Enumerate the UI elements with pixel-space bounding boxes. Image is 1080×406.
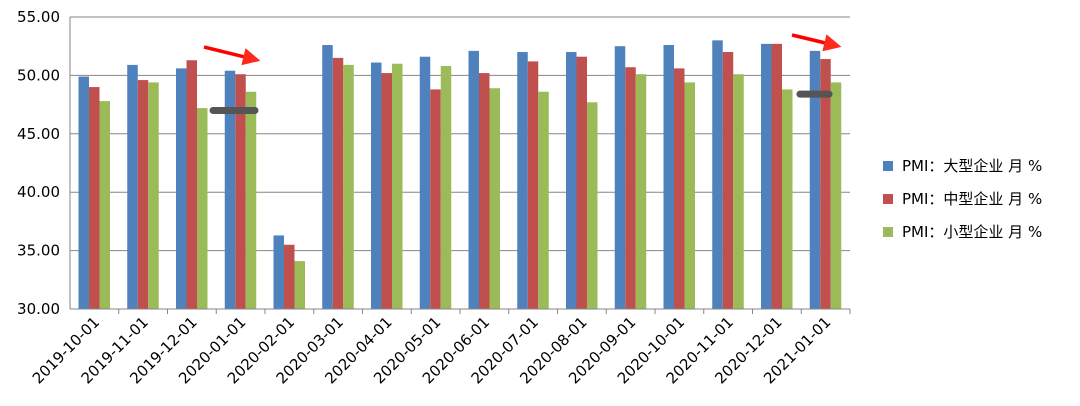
- bar: [430, 89, 441, 309]
- bar: [89, 87, 100, 309]
- legend-swatch: [883, 194, 893, 204]
- bar: [468, 50, 479, 309]
- y-tick-label: 35.00: [17, 242, 60, 260]
- bar: [99, 101, 110, 309]
- bar: [419, 56, 431, 309]
- bar: [148, 82, 159, 310]
- bar: [674, 68, 685, 309]
- bar: [197, 108, 208, 309]
- bar: [127, 64, 138, 309]
- y-tick-label: 55.00: [17, 8, 60, 26]
- legend-swatch: [883, 227, 893, 237]
- bar: [245, 91, 257, 309]
- bar: [538, 91, 549, 309]
- y-tick-label: 50.00: [17, 66, 60, 84]
- bar: [635, 74, 647, 310]
- bar: [294, 261, 305, 309]
- bar: [284, 244, 295, 309]
- bar: [78, 76, 89, 310]
- red-arrow: [791, 33, 842, 52]
- bar: [733, 74, 744, 310]
- annotation-layer: [203, 33, 842, 114]
- bar: [576, 56, 587, 309]
- bar: [392, 63, 403, 309]
- bar: [176, 68, 187, 309]
- bar: [527, 61, 539, 309]
- bars-layer: [78, 40, 842, 310]
- bar: [587, 102, 598, 309]
- legend-label: PMI：小型企业 月 %: [902, 223, 1042, 241]
- bar: [224, 70, 236, 309]
- bar: [820, 59, 831, 309]
- bar: [712, 40, 723, 310]
- bar: [322, 45, 333, 309]
- legend: PMI：大型企业 月 % PMI：中型企业 月 % PMI：小型企业 月 %: [883, 157, 1042, 241]
- bar: [273, 235, 284, 309]
- bar: [517, 52, 528, 309]
- legend-label: PMI：大型企业 月 %: [902, 157, 1042, 175]
- bar: [809, 50, 821, 309]
- bar: [371, 62, 382, 309]
- bar: [684, 82, 695, 310]
- bar: [663, 45, 674, 309]
- y-tick-label: 40.00: [17, 183, 60, 201]
- bar: [332, 57, 344, 309]
- bar: [566, 52, 577, 309]
- bar: [761, 43, 772, 309]
- bar: [381, 73, 392, 310]
- bar: [625, 67, 636, 309]
- y-tick-label: 30.00: [17, 300, 60, 318]
- bar: [479, 73, 490, 310]
- bar: [440, 66, 452, 309]
- bar: [137, 80, 149, 310]
- bar: [614, 46, 626, 309]
- bar: [186, 60, 197, 309]
- bar: [830, 82, 842, 310]
- bar: [343, 64, 354, 309]
- bar: [235, 74, 246, 310]
- bar: [722, 52, 734, 309]
- bar: [489, 88, 500, 309]
- legend-label: PMI：中型企业 月 %: [902, 190, 1042, 208]
- red-arrow: [203, 45, 261, 66]
- legend-swatch: [883, 161, 893, 171]
- y-tick-label: 45.00: [17, 125, 60, 143]
- bar: [782, 89, 793, 309]
- bar: [771, 43, 782, 309]
